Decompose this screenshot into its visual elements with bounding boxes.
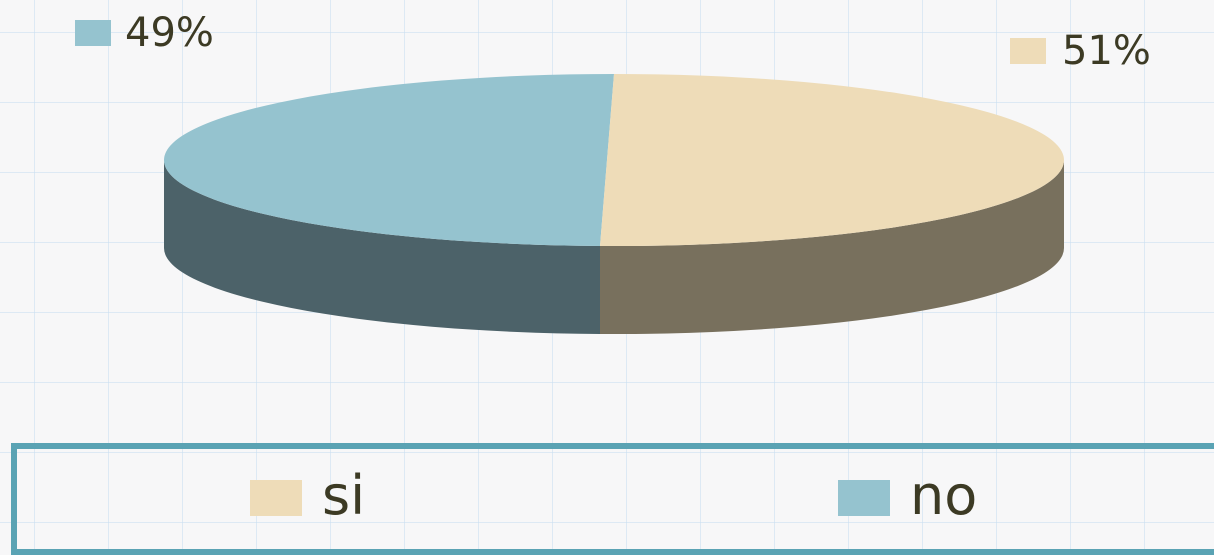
pie-side-no <box>163 160 600 334</box>
legend-swatch-si <box>250 480 302 516</box>
data-label-si: 51% <box>1062 28 1151 74</box>
data-label-swatch-si <box>1010 38 1046 64</box>
pie-slice-si <box>600 74 1064 247</box>
legend-label-no: no <box>910 464 978 527</box>
data-label-no: 49% <box>125 10 214 56</box>
legend-label-si: si <box>322 464 366 527</box>
pie-side-si <box>600 160 1065 335</box>
legend-swatch-no <box>838 480 890 516</box>
data-label-swatch-no <box>75 20 111 46</box>
legend <box>11 443 1214 555</box>
pie-slice-no <box>163 74 614 246</box>
